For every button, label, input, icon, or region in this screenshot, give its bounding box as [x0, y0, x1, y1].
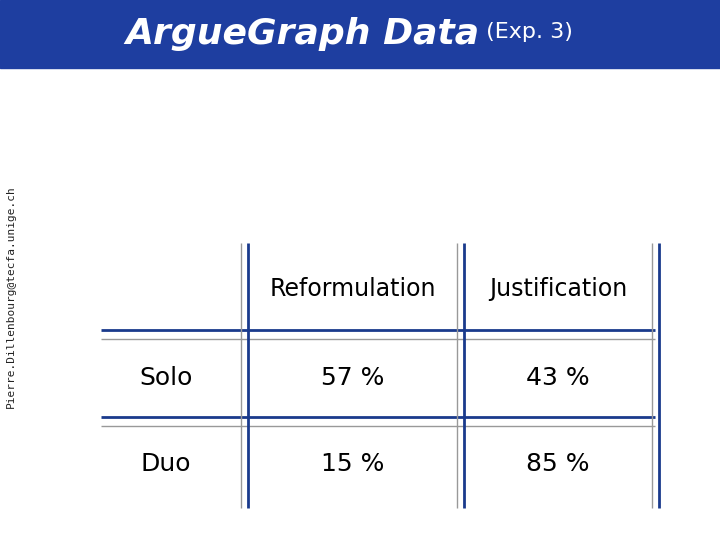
Text: Reformulation: Reformulation	[269, 277, 436, 301]
Text: 15 %: 15 %	[321, 453, 384, 476]
Bar	[0, 0, 720, 68]
Text: 43 %: 43 %	[526, 366, 590, 390]
Text: Duo: Duo	[140, 453, 191, 476]
Text: (Exp. 3): (Exp. 3)	[479, 22, 572, 42]
Text: Justification: Justification	[489, 277, 627, 301]
Text: 85 %: 85 %	[526, 453, 590, 476]
Text: Pierre.Dillenbourg@tecfa.unige.ch: Pierre.Dillenbourg@tecfa.unige.ch	[6, 186, 16, 408]
Text: ArgueGraph Data: ArgueGraph Data	[125, 17, 480, 51]
Text: Solo: Solo	[139, 366, 192, 390]
Text: 57 %: 57 %	[321, 366, 384, 390]
